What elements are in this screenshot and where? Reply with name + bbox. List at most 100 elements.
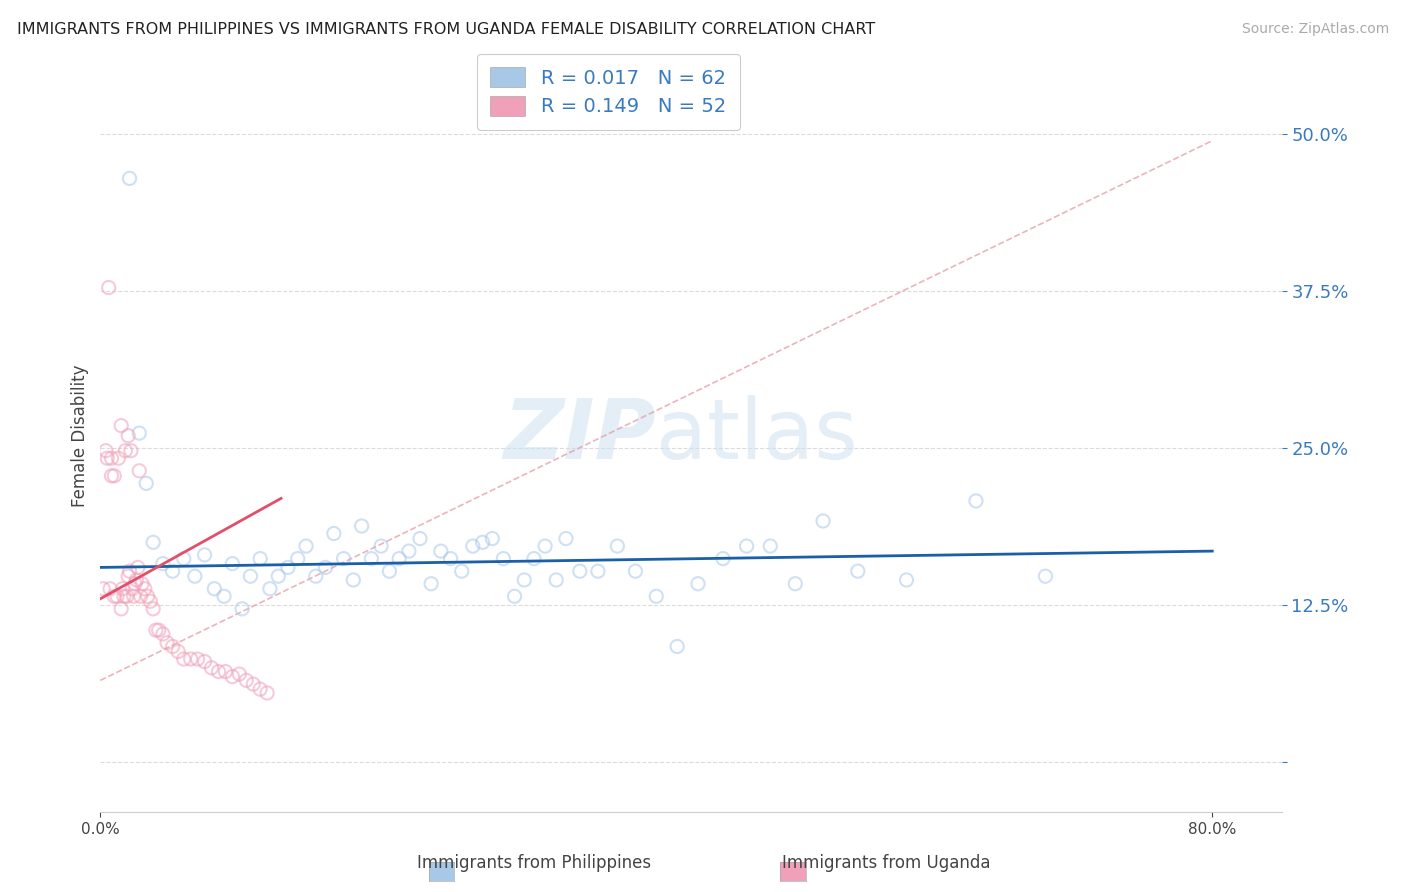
Point: [645, 589, 668, 603]
Point: [117, 428, 139, 442]
Point: [249, 551, 271, 566]
Point: [98, 582, 121, 596]
Point: [759, 539, 782, 553]
Point: [115, 589, 138, 603]
Point: [131, 576, 153, 591]
Point: [110, 602, 132, 616]
Point: [194, 655, 217, 669]
Point: [162, 640, 184, 654]
Point: [118, 564, 141, 578]
Point: [110, 418, 132, 433]
Point: [606, 539, 628, 553]
Point: [568, 564, 591, 578]
Point: [94, 443, 117, 458]
Point: [207, 665, 229, 679]
Point: [142, 602, 165, 616]
Point: [242, 677, 264, 691]
Point: [965, 494, 987, 508]
Point: [370, 539, 392, 553]
Point: [711, 551, 734, 566]
Point: [666, 640, 689, 654]
Point: [277, 560, 299, 574]
Text: IMMIGRANTS FROM PHILIPPINES VS IMMIGRANTS FROM UGANDA FEMALE DISABILITY CORRELAT: IMMIGRANTS FROM PHILIPPINES VS IMMIGRANT…: [17, 22, 875, 37]
Point: [184, 569, 207, 583]
Point: [360, 551, 382, 566]
Point: [534, 539, 557, 553]
Point: [162, 564, 184, 578]
Point: [555, 532, 578, 546]
Point: [259, 582, 281, 596]
Point: [114, 443, 136, 458]
Point: [378, 564, 401, 578]
Point: [1035, 569, 1057, 583]
Point: [231, 602, 253, 616]
Point: [107, 451, 129, 466]
Text: Immigrants from Philippines: Immigrants from Philippines: [418, 855, 651, 872]
Point: [481, 532, 503, 546]
Point: [136, 589, 159, 603]
Point: [128, 464, 150, 478]
Point: [287, 551, 309, 566]
Point: [112, 589, 135, 603]
Point: [135, 476, 157, 491]
Point: [513, 573, 536, 587]
Point: [221, 557, 243, 571]
Point: [267, 569, 290, 583]
Point: [439, 551, 461, 566]
Point: [450, 564, 472, 578]
Point: [103, 589, 125, 603]
Point: [249, 682, 271, 697]
Point: [420, 576, 443, 591]
Point: [180, 652, 202, 666]
Point: [145, 623, 167, 637]
Point: [97, 280, 120, 294]
Point: [235, 673, 257, 688]
Point: [492, 551, 515, 566]
Point: [471, 535, 494, 549]
Point: [128, 426, 150, 441]
Point: [121, 582, 143, 596]
Point: [239, 569, 262, 583]
Point: [315, 560, 337, 574]
Point: [342, 573, 364, 587]
Point: [156, 636, 179, 650]
Point: [118, 171, 141, 186]
Point: [221, 670, 243, 684]
Point: [117, 569, 139, 583]
Point: [200, 661, 222, 675]
Point: [111, 582, 134, 596]
Point: [295, 539, 318, 553]
Point: [152, 557, 174, 571]
Point: [105, 589, 128, 603]
Point: [586, 564, 609, 578]
Point: [214, 665, 236, 679]
Point: [322, 526, 344, 541]
Point: [152, 627, 174, 641]
Text: atlas: atlas: [655, 395, 858, 476]
Point: [129, 589, 152, 603]
Point: [332, 551, 354, 566]
Point: [173, 652, 195, 666]
Point: [103, 468, 125, 483]
Point: [194, 548, 217, 562]
Point: [134, 582, 156, 596]
Point: [124, 576, 146, 591]
Text: ZIP: ZIP: [503, 395, 655, 476]
Point: [503, 589, 526, 603]
Y-axis label: Female Disability: Female Disability: [72, 365, 89, 507]
Point: [461, 539, 484, 553]
Point: [187, 652, 209, 666]
Legend: R = 0.017   N = 62, R = 0.149   N = 52: R = 0.017 N = 62, R = 0.149 N = 52: [477, 54, 740, 130]
Point: [142, 535, 165, 549]
Point: [212, 589, 235, 603]
Point: [350, 519, 373, 533]
Point: [686, 576, 709, 591]
Point: [785, 576, 807, 591]
Point: [125, 573, 148, 587]
Point: [388, 551, 411, 566]
Point: [139, 594, 162, 608]
Point: [896, 573, 918, 587]
Point: [256, 686, 278, 700]
Point: [202, 582, 225, 596]
Point: [846, 564, 869, 578]
